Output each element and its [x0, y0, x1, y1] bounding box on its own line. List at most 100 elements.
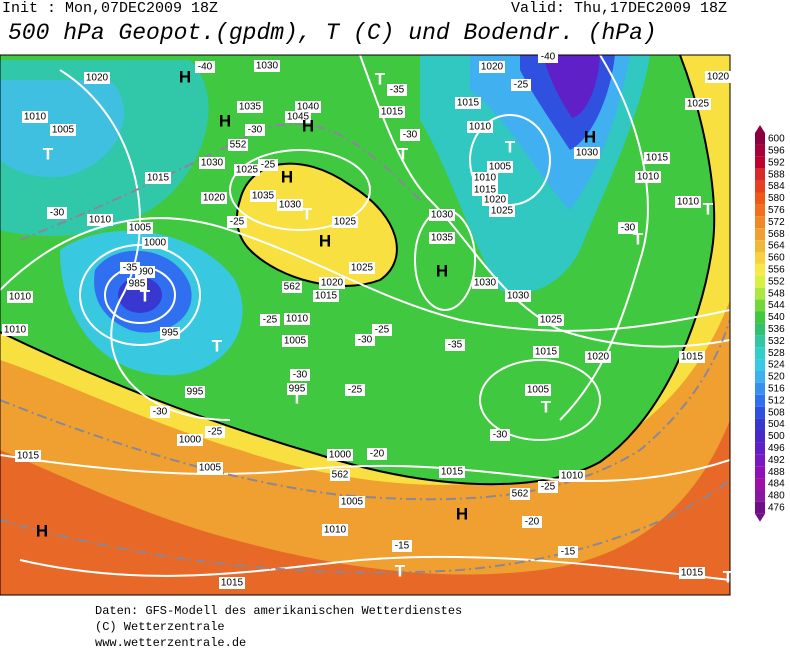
colorbar-cell [755, 454, 765, 467]
label-box [538, 481, 558, 493]
label-box [635, 171, 661, 183]
contour-label: 1040 [297, 102, 320, 113]
low-marker: T [723, 567, 734, 586]
contour-label: 1005 [52, 125, 75, 136]
contour-label: 1030 [431, 210, 454, 221]
label-box [489, 205, 515, 217]
colorbar-cell [755, 490, 765, 502]
contour-label: -35 [390, 85, 405, 96]
contour-label: -25 [348, 385, 363, 396]
contour-label: 1030 [576, 148, 599, 159]
colorbar-cell [755, 156, 765, 169]
footer-line: (C) Wetterzentrale [95, 620, 225, 634]
contour-label: 1015 [221, 578, 244, 589]
colorbar-label: 600 [768, 134, 785, 145]
contour-label: 552 [230, 140, 247, 151]
contour-label: 1010 [474, 173, 497, 184]
low-marker: T [292, 388, 303, 407]
contour-label: 1000 [329, 450, 352, 461]
low-marker: T [505, 137, 516, 156]
colorbar-cell [755, 263, 765, 276]
label-box [245, 124, 265, 136]
colorbar-cell [755, 382, 765, 395]
contour-label: 1035 [431, 233, 454, 244]
colorbar-label: 484 [768, 479, 785, 490]
contour-label: 1005 [489, 162, 512, 173]
label-box [705, 71, 731, 83]
label-box [510, 488, 530, 500]
contour-label: 1005 [527, 385, 550, 396]
label-box [197, 462, 223, 474]
contour-label: 1035 [239, 102, 262, 113]
label-box [313, 290, 339, 302]
label-box [429, 209, 455, 221]
colorbar-label: 500 [768, 431, 785, 442]
colorbar-label: 520 [768, 372, 785, 383]
label-box [472, 172, 498, 184]
contour-label: 1030 [507, 291, 530, 302]
low-marker: T [375, 69, 386, 88]
map-labels: HT1020101010051015101010051000990985T995… [2, 51, 734, 589]
label-box [2, 324, 28, 336]
high-marker: H [36, 521, 48, 540]
label-box [282, 335, 308, 347]
contour-label: -30 [493, 430, 508, 441]
high-marker: H [436, 261, 448, 280]
contour-label: 1020 [484, 195, 507, 206]
label-box [322, 524, 348, 536]
low-marker: T [703, 199, 714, 218]
contour-label: 1015 [315, 291, 338, 302]
contour-label: 1015 [457, 98, 480, 109]
contour-label: 1010 [24, 112, 47, 123]
label-box [127, 278, 147, 290]
label-box [185, 386, 205, 398]
label-box [228, 139, 248, 151]
contour-label: 1010 [286, 314, 309, 325]
colorbar-cell [755, 204, 765, 217]
contour-label: 1015 [646, 153, 669, 164]
colorbar-label: 476 [768, 502, 785, 513]
label-box [522, 516, 542, 528]
colorbar-label: 488 [768, 467, 785, 478]
contour-label: 1015 [381, 107, 404, 118]
label-box [287, 383, 307, 395]
contour-label: 1015 [147, 173, 170, 184]
label-box [372, 324, 392, 336]
colorbar-cell [755, 371, 765, 383]
label-box [387, 84, 407, 96]
contour-label: 1030 [256, 61, 279, 72]
contour-label: -30 [358, 335, 373, 346]
contour-label: 1030 [474, 278, 497, 289]
label-box [679, 567, 705, 579]
label-box [319, 277, 345, 289]
contour-label: -15 [561, 547, 576, 558]
label-box [290, 369, 310, 381]
label-box [258, 159, 278, 171]
contour-label: -25 [514, 80, 529, 91]
contour-label: 985 [129, 279, 146, 290]
colorbar-label: 504 [768, 419, 785, 430]
label-box [525, 384, 551, 396]
colorbar-label: 580 [768, 193, 785, 204]
contour-label: 1020 [321, 278, 344, 289]
label-box [339, 496, 365, 508]
high-marker: H [319, 231, 331, 250]
label-box [400, 129, 420, 141]
label-box [511, 79, 531, 91]
contour-label: -25 [230, 217, 245, 228]
label-box [574, 147, 600, 159]
label-box [538, 314, 564, 326]
colorbar-label: 564 [768, 241, 785, 252]
map-title: 500 hPa Geopot.(gpdm), T (C) und Bodendr… [8, 20, 657, 46]
contour-label: -30 [293, 370, 308, 381]
colorbar-cell [755, 478, 765, 490]
contour-label: 1030 [279, 200, 302, 211]
contour-label: 1020 [587, 352, 610, 363]
contour-label: 1005 [284, 336, 307, 347]
contour-label: 1025 [236, 165, 259, 176]
label-box [284, 313, 310, 325]
contour-label: 1015 [681, 352, 704, 363]
contour-label: -30 [403, 130, 418, 141]
label-box [538, 51, 558, 63]
